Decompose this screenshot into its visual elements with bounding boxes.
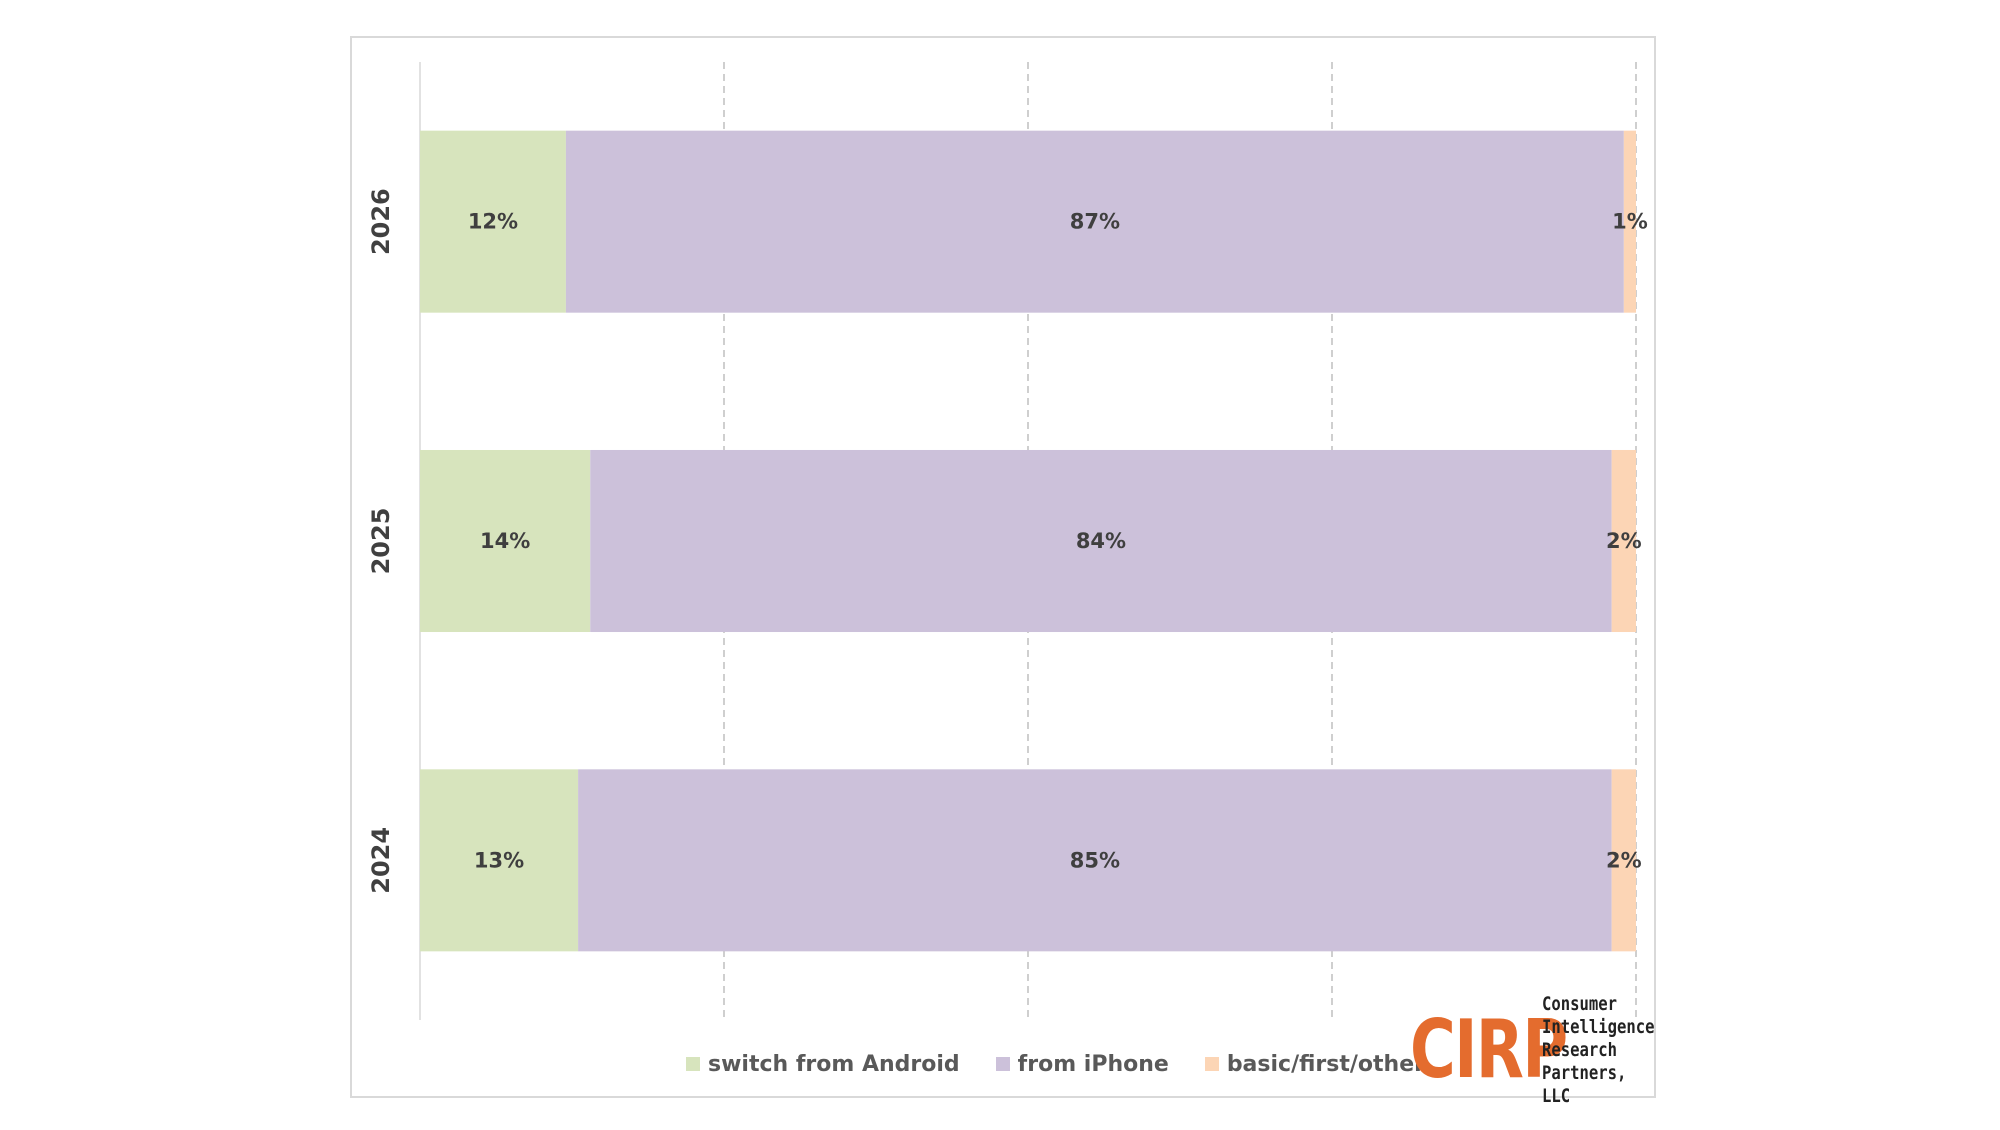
legend-item-0: switch from Android (686, 1052, 960, 1077)
data-label-2026-series-2: 1% (1612, 210, 1648, 234)
bar-2025-series-1 (590, 449, 1612, 633)
legend-label-0: switch from Android (708, 1051, 960, 1077)
bar-2024-series-2 (1611, 769, 1636, 952)
data-label-2024-series-2: 2% (1606, 848, 1642, 872)
logo-line-3: Research (1542, 1038, 1618, 1061)
category-label-2026: 2026 (367, 188, 395, 255)
logo-line-4: Partners, LLC (1542, 1061, 1627, 1107)
category-labels: 2026 2025 2024 (367, 188, 395, 893)
legend-item-1: from iPhone (995, 1051, 1169, 1077)
stacked-bar-chart: 12% 87% 1% 14% 84% 2% 13% 85% 2% 2026 2025 2024 (367, 62, 1648, 1020)
data-label-2025-series-2: 2% (1606, 529, 1642, 553)
legend-label-2: basic/first/other (1226, 1051, 1425, 1077)
bar-2026-series-1 (565, 130, 1624, 313)
cirp-logo: CIRP Consumer Intelligence Research Part… (1410, 993, 1656, 1107)
data-label-2024-series-0: 13% (474, 848, 524, 872)
legend-swatch-2 (1204, 1057, 1219, 1071)
data-label-2026-series-0: 12% (468, 210, 518, 234)
logo-text: Consumer Intelligence Research Partners,… (1542, 993, 1655, 1108)
logo-line-1: Consumer (1542, 992, 1618, 1015)
legend-item-2: basic/first/other (1204, 1051, 1425, 1077)
legend-swatch-0 (686, 1057, 700, 1071)
logo-mark: CIRP (1410, 1003, 1568, 1096)
bars: 12% 87% 1% 14% 84% 2% 13% 85% 2% (420, 130, 1648, 952)
chart-frame: 12% 87% 1% 14% 84% 2% 13% 85% 2% 2026 2025 2024 (350, 36, 1656, 1098)
bar-2025-series-0 (420, 449, 591, 633)
legend: switch from Android from iPhone basic/firs… (686, 1048, 1425, 1080)
logo-line-2: Intelligence (1542, 1015, 1655, 1038)
data-label-2025-series-1: 84% (1076, 529, 1126, 553)
bar-2024-series-1 (578, 769, 1612, 952)
data-label-2024-series-1: 85% (1070, 848, 1120, 872)
category-label-2025: 2025 (367, 508, 395, 575)
category-label-2024: 2024 (367, 827, 395, 894)
data-label-2026-series-1: 87% (1070, 210, 1120, 234)
bar-2026-series-0 (420, 130, 566, 313)
legend-swatch-1 (995, 1057, 1010, 1071)
bar-2024-series-0 (420, 769, 579, 952)
data-label-2025-series-0: 14% (480, 529, 530, 553)
bar-2025-series-2 (1611, 449, 1636, 633)
bar-2026-series-2 (1623, 130, 1636, 313)
legend-label-1: from iPhone (1017, 1051, 1169, 1077)
